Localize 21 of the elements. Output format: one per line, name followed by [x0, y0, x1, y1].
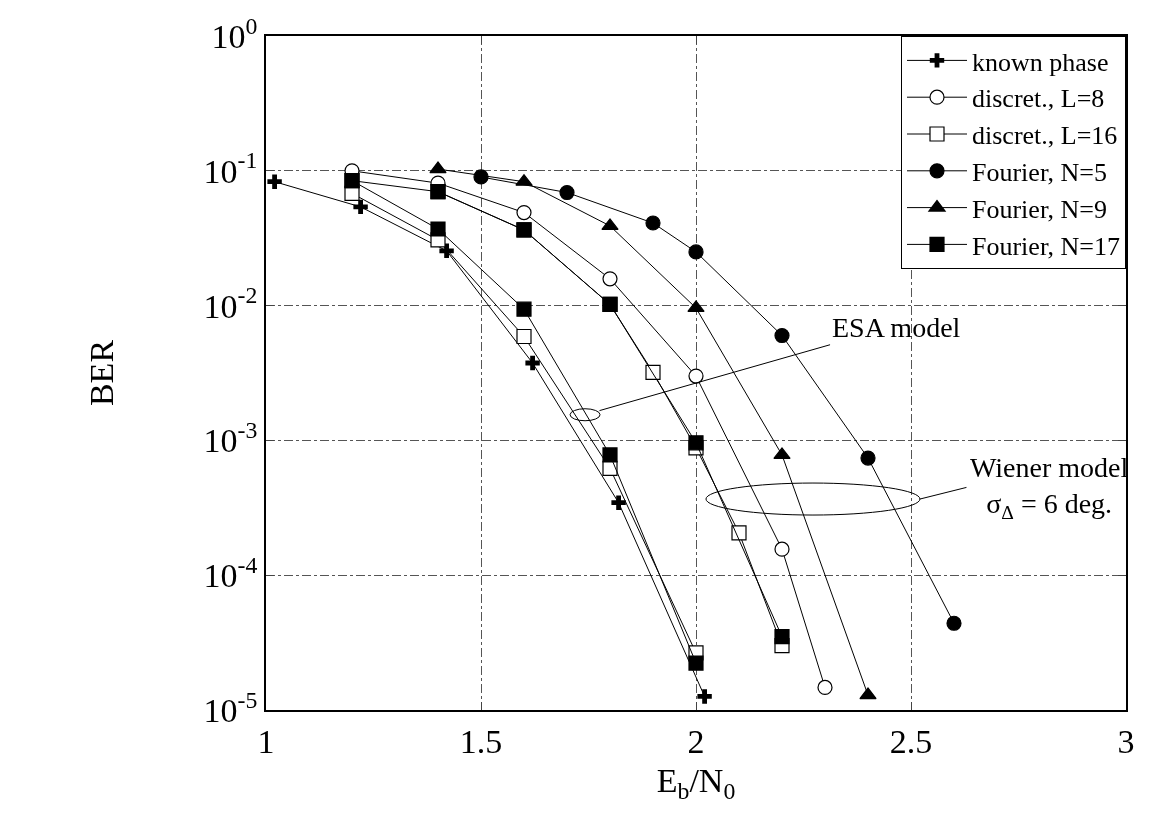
y-tick-label: 10$^{-3}$	[203, 417, 258, 460]
legend-label: discret., L=8	[972, 84, 1105, 114]
y-tick-label: 10$^{0}$	[211, 12, 258, 55]
legend-label: Fourier, N=9	[972, 194, 1107, 224]
x-tick-label: 1	[257, 722, 275, 760]
x-axis-title: E$_{b}$/N$_{0}$	[656, 762, 736, 805]
y-tick-label: 10$^{-2}$	[203, 282, 258, 325]
legend-label: Fourier, N=17	[972, 231, 1120, 261]
legend-label: known phase	[972, 47, 1109, 77]
x-tick-label: 2.5	[889, 722, 933, 760]
legend-label: discret., L=16	[972, 121, 1118, 151]
legend-label: Fourier, N=5	[972, 157, 1107, 187]
x-tick-label: 1.5	[459, 722, 503, 760]
x-tick-label: 2	[687, 722, 705, 760]
y-tick-label: 10$^{-5}$	[203, 686, 258, 729]
y-axis-title: BER	[82, 339, 120, 407]
y-tick-label: 10$^{-4}$	[203, 551, 258, 595]
annotation: ESA model	[832, 312, 961, 343]
annotation: Wiener model σ$_{Δ}$ = 6 deg.	[970, 452, 1129, 524]
x-tick-label: 3	[1117, 722, 1135, 760]
y-tick-label: 10$^{-1}$	[203, 147, 258, 190]
